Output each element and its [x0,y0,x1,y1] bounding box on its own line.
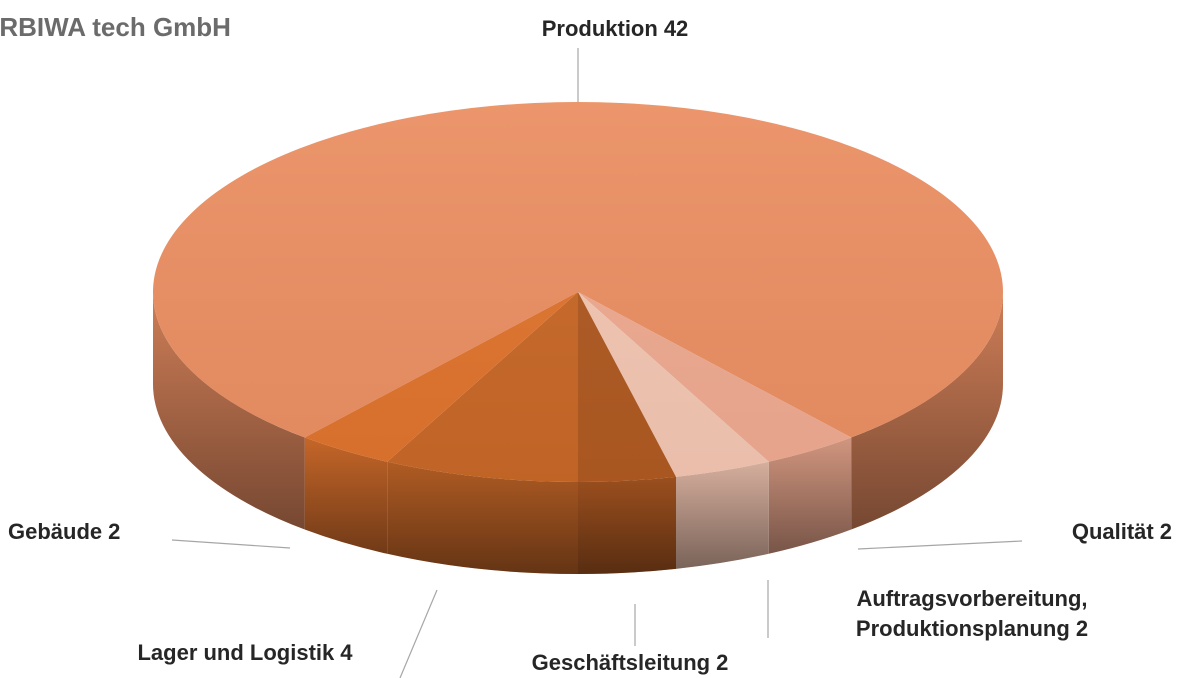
category-name: Geschäftsleitung [531,650,711,675]
leader-line [399,589,438,678]
data-label: Produktion 42 [465,14,765,44]
value-label: 2 [1075,616,1089,641]
data-label: Qualität 2 [972,517,1172,547]
data-label: Lager und Logistik 4 [85,638,405,668]
slice-side-shade [768,437,852,554]
chart-title: ERBIWA tech GmbH [0,12,231,42]
value-label: 2 [716,650,729,675]
pie-top-shine [153,102,1003,482]
slice-side-shade [153,292,305,530]
leader-line [171,539,291,549]
slice-side-shade [676,461,769,569]
slice-side-shade [578,476,677,574]
data-label: Geschäftsleitung 2 [470,648,790,678]
value-label: 4 [340,640,353,665]
value-label: 2 [1159,519,1172,544]
slice-side-shade [387,461,578,575]
category-name: Auftragsvorbereitung, Produktionsplanung [855,586,1088,641]
category-name: Qualität [1071,519,1154,544]
slice-side-shade [851,292,1003,530]
data-label: Gebäude 2 [8,517,208,547]
leader-line [857,540,1023,550]
value-label: 2 [108,519,121,544]
slice-side-shade [304,437,388,554]
category-name: Lager und Logistik [137,640,335,665]
data-label: Auftragsvorbereitung, Produktionsplanung… [812,584,1132,644]
category-name: Gebäude [8,519,103,544]
pie-sides [153,292,1003,575]
pie-top [152,101,1003,482]
value-label: 42 [663,16,689,41]
category-name: Produktion [541,16,658,41]
